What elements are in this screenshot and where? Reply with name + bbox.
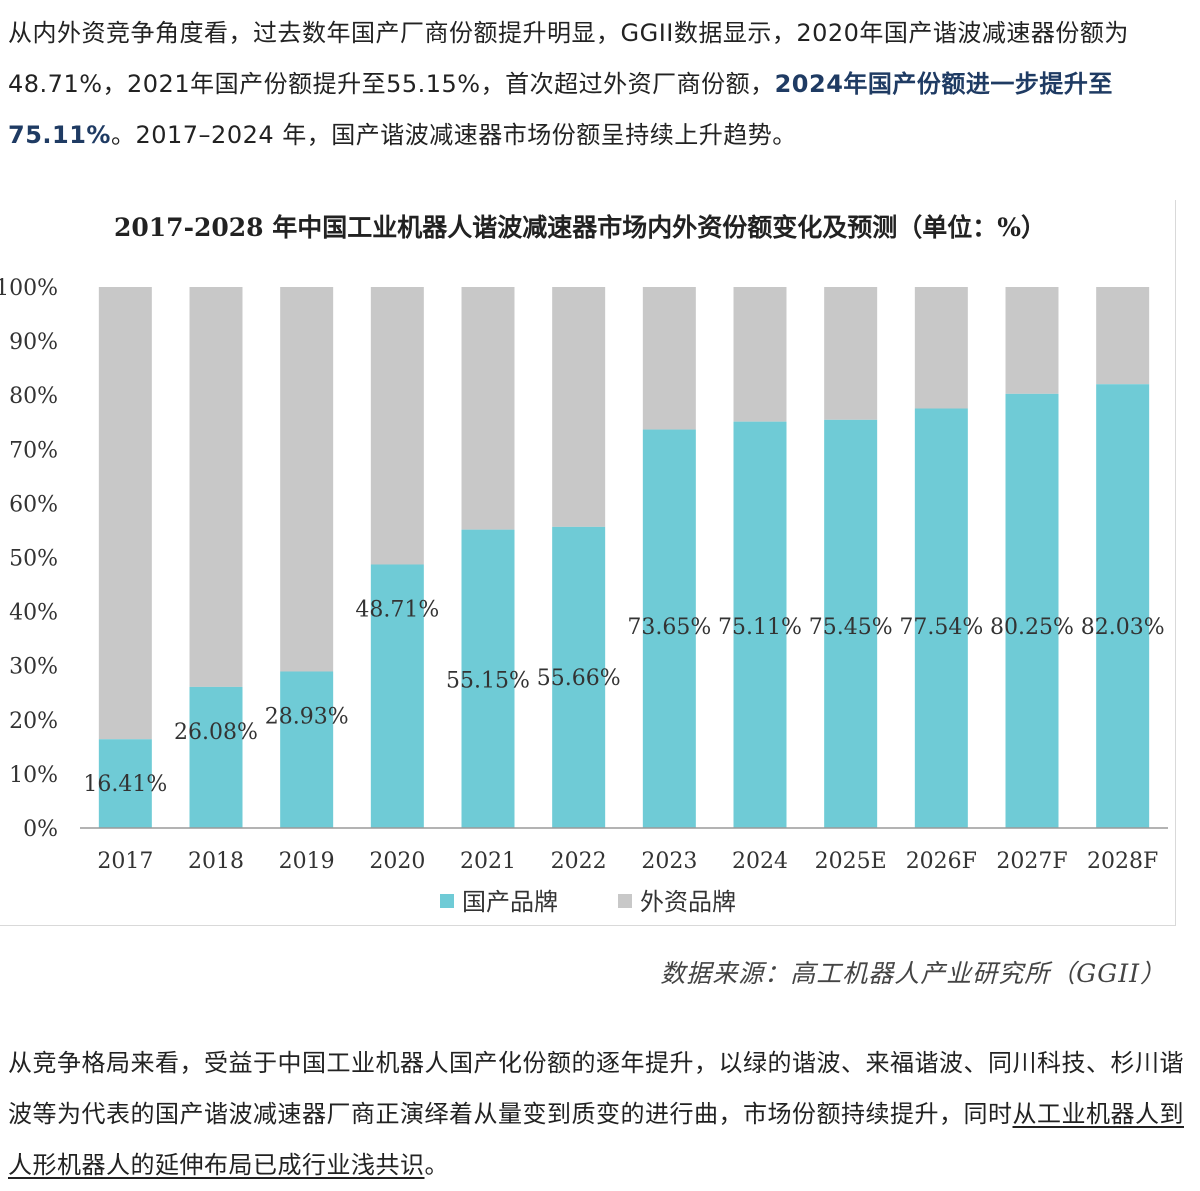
bar-domestic-2028F [1096,384,1150,828]
x-tick-label-2028F: 2028F [1087,849,1158,874]
conclusion-text-1: 从竞争格局来看，受益于中国工业机器人国产化份额的逐年提升，以绿的谐波、来福谐波、… [8,1049,1184,1128]
bar-foreign-2020 [370,287,424,565]
legend-label-foreign: 外资品牌 [640,888,736,916]
data-label-2023: 73.65% [627,615,711,640]
bar-foreign-2026F [914,287,968,409]
bar-domestic-2024 [733,421,787,828]
bar-domestic-2020 [370,564,424,828]
x-tick-label-2021: 2021 [460,849,516,874]
data-label-2018: 26.08% [174,720,258,745]
y-tick-label: 10% [9,763,58,788]
conclusion-text-2: 。 [424,1151,449,1179]
bar-foreign-2022 [552,287,606,527]
chart-title: 2017-2028 年中国工业机器人谐波减速器市场内外资份额变化及预测（单位：%… [114,213,1046,242]
bar-foreign-2027F [1005,287,1059,394]
legend-swatch-foreign [618,894,632,908]
x-tick-label-2025E: 2025E [815,849,887,874]
conclusion-paragraph: 从竞争格局来看，受益于中国工业机器人国产化份额的逐年提升，以绿的谐波、来福谐波、… [8,1038,1188,1191]
y-tick-label: 20% [9,709,58,734]
intro-paragraph: 从内外资竞争角度看，过去数年国产厂商份额提升明显，GGII数据显示，2020年国… [8,8,1188,161]
bar-domestic-2022 [552,526,606,828]
legend-label-domestic: 国产品牌 [462,888,558,916]
data-label-2026F: 77.54% [899,615,983,640]
data-label-2021: 55.15% [446,669,530,694]
y-tick-label: 100% [0,276,58,301]
intro-text-2: 。2017–2024 年，国产谐波减速器市场份额呈持续上升趋势。 [110,121,797,149]
x-tick-label-2026F: 2026F [906,849,977,874]
chart-frame [0,200,1176,926]
data-source: 数据来源：高工机器人产业研究所（GGII） [660,959,1166,988]
bar-foreign-2024 [733,287,787,422]
y-tick-label: 70% [9,438,58,463]
data-label-2027F: 80.25% [990,615,1074,640]
data-label-2024: 75.11% [718,615,802,640]
y-tick-label: 0% [23,817,58,842]
y-tick-label: 60% [9,492,58,517]
bar-domestic-2019 [280,671,334,828]
bar-domestic-2027F [1005,393,1059,828]
y-tick-label: 80% [9,384,58,409]
data-label-2025E: 75.45% [809,615,893,640]
bar-domestic-2023 [642,429,696,828]
intro-highlight: 2024年国产份额进一步提升至75.11% [8,70,1113,149]
bar-domestic-2021 [461,529,515,828]
legend-swatch-domestic [440,894,454,908]
x-tick-label-2022: 2022 [551,849,607,874]
bar-foreign-2028F [1096,287,1150,385]
x-tick-label-2027F: 2027F [996,849,1067,874]
x-tick-label-2018: 2018 [188,849,244,874]
data-label-2017: 16.41% [83,772,167,797]
data-label-2022: 55.66% [537,666,621,691]
bar-domestic-2025E [824,419,878,828]
bar-foreign-2025E [824,287,878,420]
stacked-bar-chart: 0% 10% 20% 30% 40% 50% 60% 70% 80% 90% 100% 16.41% 2… [0,276,1168,916]
x-tick-label-2024: 2024 [732,849,788,874]
y-tick-label: 50% [9,547,58,572]
data-label-2019: 28.93% [265,704,349,729]
x-tick-label-2019: 2019 [279,849,335,874]
data-label-2020: 48.71% [355,597,439,622]
data-label-2028F: 82.03% [1081,615,1165,640]
bar-foreign-2018 [189,287,243,687]
bar-domestic-2017 [98,739,152,828]
y-tick-label: 90% [9,330,58,355]
y-tick-label: 40% [9,601,58,626]
y-tick-label: 30% [9,655,58,680]
conclusion-underline: 从工业机器人到人形机器人的延伸布局已成行业浅共识 [8,1100,1184,1179]
bar-foreign-2017 [98,287,152,740]
bar-domestic-2026F [914,408,968,828]
bar-foreign-2023 [642,287,696,430]
bar-foreign-2019 [280,287,334,672]
bar-foreign-2021 [461,287,515,530]
bar-domestic-2018 [189,686,243,828]
intro-text-1: 从内外资竞争角度看，过去数年国产厂商份额提升明显，GGII数据显示，2020年国… [8,19,1129,98]
x-tick-label-2023: 2023 [641,849,697,874]
x-tick-label-2020: 2020 [369,849,425,874]
x-tick-label-2017: 2017 [97,849,153,874]
